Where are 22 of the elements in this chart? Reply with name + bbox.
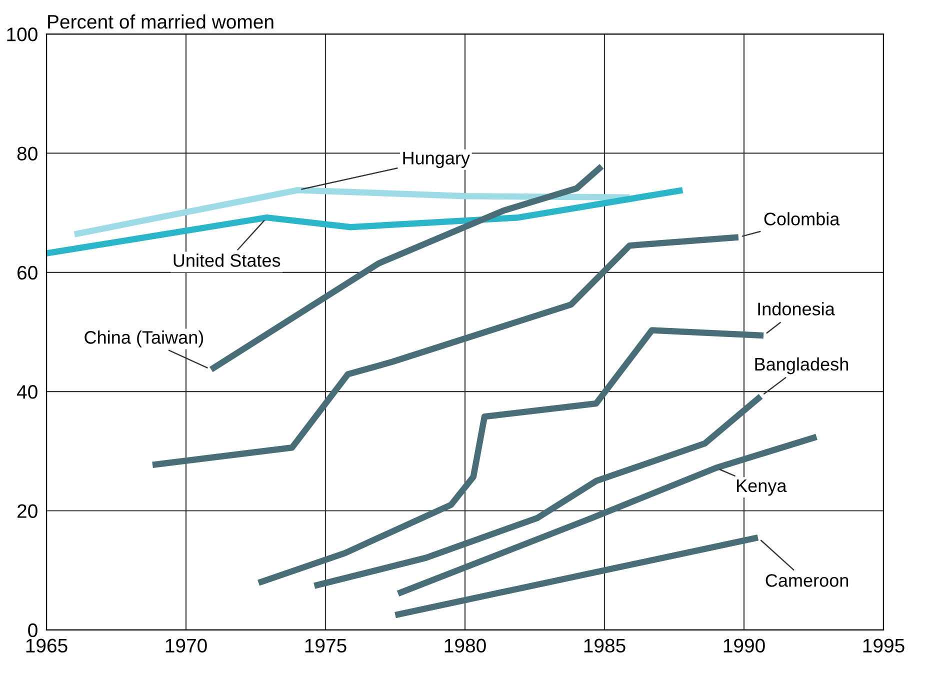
y-tick-label: 40 — [16, 385, 38, 399]
x-tick-label: 1975 — [305, 638, 346, 653]
series-label: Kenya — [737, 480, 787, 496]
x-tick-label: 1985 — [584, 638, 626, 653]
series-label: Indonesia — [758, 302, 835, 316]
series-label: China (Taiwan) — [84, 330, 204, 348]
x-tick-label: 1970 — [166, 638, 207, 653]
y-tick-label: 0 — [28, 623, 38, 638]
text: Cameroon — [766, 574, 848, 587]
y-tick-label: 20 — [18, 504, 38, 518]
x-tick-label: 1990 — [724, 638, 765, 653]
x-tick-label: 1980 — [444, 638, 486, 653]
y-axis-title: Percent of married women — [48, 14, 274, 29]
x-tick-label: 1965 — [26, 638, 68, 653]
series-label: Colombia — [764, 212, 840, 226]
series-label: Bangladesh — [755, 357, 848, 374]
series-label: United States — [174, 254, 280, 267]
y-tick-label: 80 — [17, 146, 38, 160]
x-tick-label: 1995 — [863, 638, 904, 653]
y-tick-label: 100 — [7, 28, 38, 42]
series-label: Hungary — [403, 152, 470, 168]
y-tick-label: 60 — [18, 266, 38, 280]
